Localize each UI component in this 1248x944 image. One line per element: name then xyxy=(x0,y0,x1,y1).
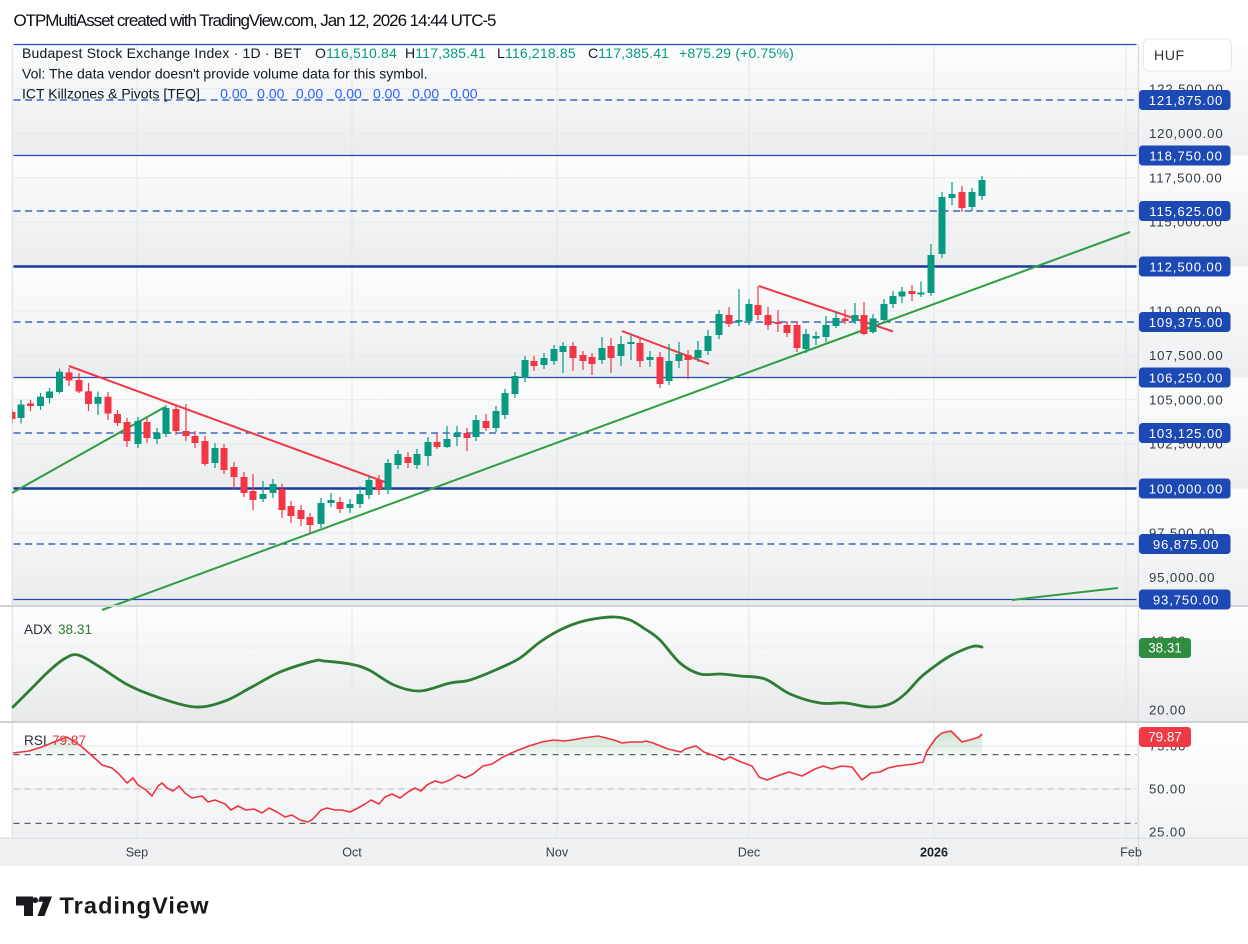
svg-text:109,375.00: 109,375.00 xyxy=(1149,315,1224,330)
svg-text:TradingView: TradingView xyxy=(60,893,210,919)
svg-text:106,250.00: 106,250.00 xyxy=(1149,370,1224,385)
svg-text:93,750.00: 93,750.00 xyxy=(1153,592,1219,607)
svg-text:ADX: ADX xyxy=(24,622,52,637)
svg-text:105,000.00: 105,000.00 xyxy=(1149,392,1224,407)
svg-text:112,500.00: 112,500.00 xyxy=(1149,259,1223,274)
svg-text:79.87: 79.87 xyxy=(1148,730,1182,745)
svg-text:120,000.00: 120,000.00 xyxy=(1149,126,1224,141)
svg-text:79.87: 79.87 xyxy=(52,733,86,748)
svg-text:OTPMultiAsset created with Tra: OTPMultiAsset created with TradingView.c… xyxy=(14,11,497,30)
svg-text:38.31: 38.31 xyxy=(1148,641,1182,656)
svg-text:100,000.00: 100,000.00 xyxy=(1149,481,1224,496)
svg-text:Budapest Stock Exchange Index: Budapest Stock Exchange Index · 1D · BET… xyxy=(22,45,794,61)
svg-text:Sep: Sep xyxy=(126,846,148,860)
svg-text:25.00: 25.00 xyxy=(1149,825,1186,840)
svg-text:50.00: 50.00 xyxy=(1149,782,1186,797)
svg-text:107,500.00: 107,500.00 xyxy=(1149,348,1224,363)
svg-text:Vol: The data vendor doesn't p: Vol: The data vendor doesn't provide vol… xyxy=(22,66,428,82)
svg-text:RSI: RSI xyxy=(24,733,47,748)
svg-text:96,875.00: 96,875.00 xyxy=(1153,537,1219,552)
svg-text:HUF: HUF xyxy=(1154,48,1185,64)
svg-text:117,500.00: 117,500.00 xyxy=(1149,170,1223,185)
svg-text:Nov: Nov xyxy=(546,846,569,860)
svg-text:38.31: 38.31 xyxy=(58,622,92,637)
svg-text:20.00: 20.00 xyxy=(1149,703,1186,718)
svg-text:95,000.00: 95,000.00 xyxy=(1149,570,1215,585)
svg-text:Oct: Oct xyxy=(342,846,362,860)
svg-text:Feb: Feb xyxy=(1120,846,1142,860)
svg-text:121,875.00: 121,875.00 xyxy=(1149,93,1224,108)
svg-text:118,750.00: 118,750.00 xyxy=(1149,148,1223,163)
svg-text:115,625.00: 115,625.00 xyxy=(1149,204,1223,219)
svg-text:2026: 2026 xyxy=(920,846,948,860)
svg-text:Dec: Dec xyxy=(738,846,760,860)
svg-text:103,125.00: 103,125.00 xyxy=(1149,426,1224,441)
